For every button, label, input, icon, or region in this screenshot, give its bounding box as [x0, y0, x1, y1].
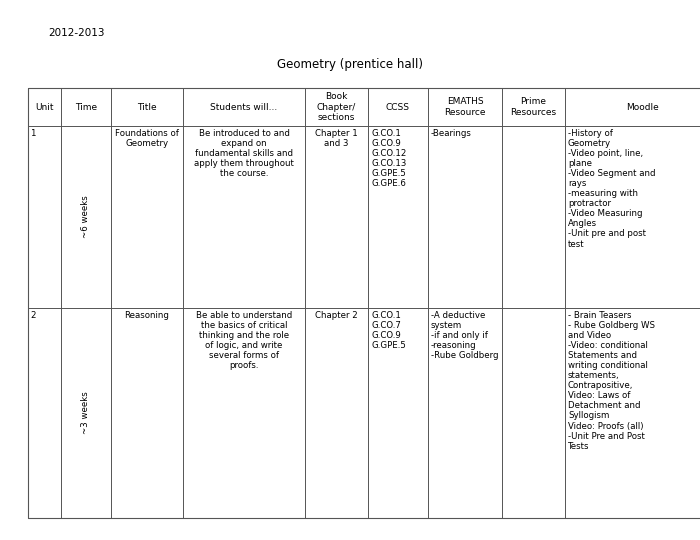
Text: ~3 weeks: ~3 weeks	[81, 392, 90, 434]
Bar	[183, 308, 305, 518]
Bar	[368, 126, 428, 308]
Text: Chapter 2: Chapter 2	[315, 311, 358, 320]
Bar	[61, 88, 111, 126]
Bar	[428, 126, 502, 308]
Text: -Bearings: -Bearings	[431, 129, 472, 138]
Text: - Brain Teasers
- Rube Goldberg WS
and Video
-Video: conditional
Statements and
: - Brain Teasers - Rube Goldberg WS and V…	[568, 311, 655, 451]
Text: Students will...: Students will...	[211, 103, 278, 111]
Text: Prime
Resources: Prime Resources	[510, 98, 556, 117]
Text: G.CO.1
G.CO.7
G.CO.9
G.GPE.5: G.CO.1 G.CO.7 G.CO.9 G.GPE.5	[371, 311, 406, 350]
Bar	[111, 126, 183, 308]
Text: Unit: Unit	[35, 103, 54, 111]
Bar	[305, 308, 368, 518]
Text: EMATHS
Resource: EMATHS Resource	[444, 98, 486, 117]
Bar	[305, 126, 368, 308]
Bar	[565, 308, 700, 518]
Bar	[28, 126, 61, 308]
Text: Geometry (prentice hall): Geometry (prentice hall)	[277, 58, 423, 71]
Bar	[61, 126, 111, 308]
Text: Chapter 1
and 3: Chapter 1 and 3	[315, 129, 358, 148]
Bar	[183, 88, 305, 126]
Bar	[565, 88, 700, 126]
Text: Foundations of
Geometry: Foundations of Geometry	[115, 129, 179, 148]
Bar	[305, 88, 368, 126]
Bar	[428, 308, 502, 518]
Text: 1: 1	[30, 129, 36, 138]
Text: -A deductive
system
-if and only if
-reasoning
-Rube Goldberg: -A deductive system -if and only if -rea…	[431, 311, 498, 360]
Text: 2012-2013: 2012-2013	[48, 28, 104, 38]
Bar	[502, 308, 565, 518]
Text: Time: Time	[75, 103, 97, 111]
Bar	[111, 88, 183, 126]
Text: Be introduced to and
expand on
fundamental skills and
apply them throughout
the : Be introduced to and expand on fundament…	[194, 129, 294, 178]
Bar	[28, 88, 61, 126]
Bar	[565, 126, 700, 308]
Text: Reasoning: Reasoning	[125, 311, 169, 320]
Bar	[368, 88, 428, 126]
Bar	[502, 126, 565, 308]
Text: Book
Chapter/
sections: Book Chapter/ sections	[317, 92, 356, 122]
Bar	[111, 308, 183, 518]
Text: Be able to understand
the basics of critical
thinking and the role
of logic, and: Be able to understand the basics of crit…	[196, 311, 292, 370]
Bar	[502, 88, 565, 126]
Text: 2: 2	[30, 311, 36, 320]
Bar	[28, 88, 700, 518]
Text: Moodle: Moodle	[626, 103, 659, 111]
Text: CCSS: CCSS	[386, 103, 410, 111]
Bar	[28, 308, 61, 518]
Text: G.CO.1
G.CO.9
G.CO.12
G.CO.13
G.GPE.5
G.GPE.6: G.CO.1 G.CO.9 G.CO.12 G.CO.13 G.GPE.5 G.…	[371, 129, 407, 188]
Bar	[368, 308, 428, 518]
Bar	[183, 126, 305, 308]
Text: Title: Title	[137, 103, 157, 111]
Text: ~6 weeks: ~6 weeks	[81, 195, 90, 238]
Bar	[61, 308, 111, 518]
Bar	[428, 88, 502, 126]
Text: -History of
Geometry
-Video point, line,
plane
-Video Segment and
rays
-measurin: -History of Geometry -Video point, line,…	[568, 129, 655, 248]
